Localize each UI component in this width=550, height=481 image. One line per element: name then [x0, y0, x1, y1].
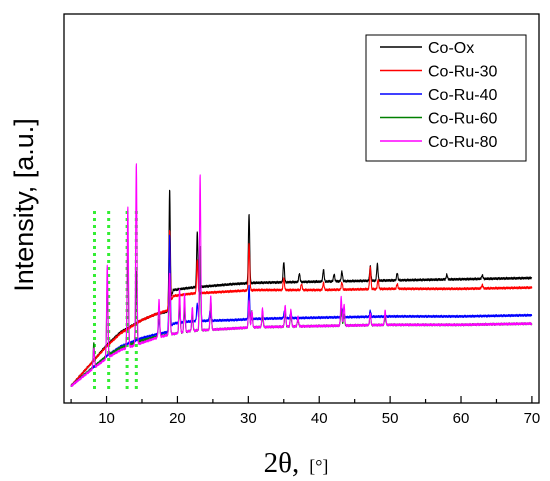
series-lines [70, 163, 533, 387]
series-line [70, 163, 533, 387]
x-ticks: 10 20 30 40 50 60 70 [70, 396, 541, 427]
x-tick-label: 30 [240, 410, 257, 427]
x-tick-label: 20 [169, 410, 186, 427]
x-tick-label: 60 [453, 410, 470, 427]
legend-label: Co-Ru-60 [428, 111, 497, 128]
series-line [70, 234, 533, 387]
legend: Co-Ox Co-Ru-30 Co-Ru-40 Co-Ru-60 Co-Ru-80 [365, 34, 527, 162]
x-axis-label-unit: [°] [309, 456, 328, 476]
x-tick-label: 40 [311, 410, 328, 427]
legend-label: Co-Ru-80 [428, 134, 497, 151]
legend-label: Co-Ox [428, 40, 474, 57]
legend-box [365, 34, 527, 162]
plot-frame [63, 13, 540, 404]
y-axis-label: Intensity, [a.u.] [9, 118, 39, 292]
x-axis-label-main: 2θ, [264, 447, 300, 479]
legend-label: Co-Ru-40 [428, 87, 497, 104]
x-axis-label: 2θ, [°] [264, 447, 329, 479]
x-tick-label: 10 [98, 410, 115, 427]
x-tick-label: 50 [382, 410, 399, 427]
x-tick-label: 70 [524, 410, 541, 427]
series-line [70, 229, 533, 387]
legend-label: Co-Ru-30 [428, 64, 497, 81]
